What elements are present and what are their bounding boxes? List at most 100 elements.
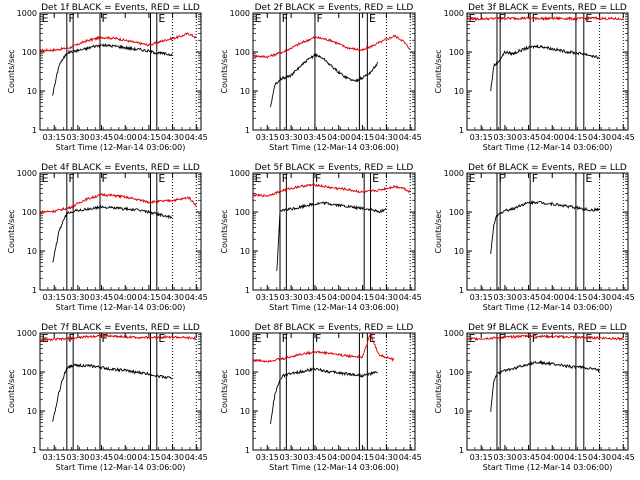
detector-panel-4: Det 4f BLACK = Events, RED = LLD 1 10 100 10… [7,163,208,312]
x-tick-label: 04:45 [612,133,635,142]
plot-frame [39,172,202,291]
segment-letter: E [42,12,49,25]
x-tick-label: 04:00 [114,293,137,302]
x-tick-label: 04:00 [541,133,564,142]
x-tick-label: 03:45 [90,133,113,142]
lld-series-line [39,32,197,53]
segment-letter: F [282,12,288,25]
y-axis-label: Counts/sec [434,369,443,413]
x-tick-label: 04:00 [327,293,350,302]
x-tick-label: 03:30 [493,133,516,142]
x-tick-label: 04:15 [564,293,587,302]
events-series-line [490,359,600,413]
y-tick-label: 10 [27,247,37,256]
panel-title: Det 3f BLACK = Events, RED = LLD [468,3,627,13]
events-series-line [490,200,600,254]
y-tick-label: 1 [245,286,250,295]
x-tick-label: 04:15 [351,453,374,462]
y-tick-label: 10 [27,87,37,96]
detector-panel-2: Det 2f BLACK = Events, RED = LLD 1 10 100 10… [220,3,422,152]
segment-letter: E [42,332,49,345]
x-tick-label: 03:45 [517,133,540,142]
events-series-line [270,53,379,107]
segment-letter: E [158,12,165,25]
y-axis-label: Counts/sec [7,209,16,253]
x-tick-label: 04:30 [375,133,398,142]
x-tick-label: 03:30 [280,453,303,462]
x-tick-label: 03:15 [470,293,493,302]
lld-series-line [39,192,197,215]
y-tick-label: 1 [245,446,250,455]
events-series-line [276,201,387,271]
x-tick-label: 04:30 [161,453,184,462]
x-axis-label: Start Time (12-Mar-14 03:06:00) [56,143,186,152]
y-tick-label: 10 [240,87,250,96]
y-axis-label: Counts/sec [220,49,229,93]
segment-letter: E [255,332,262,345]
y-axis-label: Counts/sec [434,209,443,253]
y-tick-label: 10 [454,87,464,96]
plot-frame [39,12,202,131]
y-tick-label: 100 [235,48,250,57]
x-tick-label: 03:45 [90,453,113,462]
x-tick-label: 03:30 [66,133,89,142]
lld-series-line [39,333,197,343]
y-tick-label: 100 [22,368,37,377]
y-tick-label: 1000 [230,169,250,178]
plot-frame [466,332,629,451]
y-axis-label: Counts/sec [220,209,229,253]
segment-letter: F [315,332,321,345]
x-tick-label: 04:00 [114,133,137,142]
lld-series-line [466,333,623,342]
panel-title: Det 6f BLACK = Events, RED = LLD [468,163,627,173]
events-series-line [270,366,378,425]
x-tick-label: 04:00 [541,453,564,462]
y-tick-label: 1000 [17,169,37,178]
x-tick-label: 04:15 [351,133,374,142]
x-tick-label: 03:45 [517,293,540,302]
x-tick-label: 03:45 [303,133,326,142]
x-tick-label: 04:30 [588,133,611,142]
events-series-line [52,363,172,422]
x-tick-label: 03:15 [256,293,279,302]
segment-letter: E [158,332,165,345]
y-tick-label: 1000 [230,9,250,18]
y-tick-label: 1000 [444,329,464,338]
x-tick-label: 03:15 [43,133,66,142]
y-tick-label: 10 [240,247,250,256]
events-series-line [52,204,173,263]
segment-letter: E [255,172,262,185]
x-tick-label: 04:45 [612,293,635,302]
events-series-line [490,44,600,92]
lld-series-line [252,332,395,363]
x-tick-label: 04:00 [541,293,564,302]
y-tick-label: 1 [32,446,37,455]
segment-letter: F [315,172,321,185]
x-tick-label: 04:30 [161,133,184,142]
y-tick-label: 100 [235,368,250,377]
segment-letter: F [499,12,505,25]
detector-panel-6: Det 6f BLACK = Events, RED = LLD 1 10 100 10… [434,163,635,312]
panel-title: Det 1f BLACK = Events, RED = LLD [41,3,200,13]
x-tick-label: 04:00 [327,133,350,142]
panel-title: Det 4f BLACK = Events, RED = LLD [41,163,200,173]
x-tick-label: 04:15 [351,293,374,302]
x-tick-label: 03:30 [493,453,516,462]
x-tick-label: 04:30 [375,453,398,462]
panel-title: Det 2f BLACK = Events, RED = LLD [255,3,414,13]
y-tick-label: 1000 [17,9,37,18]
x-tick-label: 03:30 [66,293,89,302]
plot-frame [252,172,416,291]
y-tick-label: 100 [235,208,250,217]
segment-letter: F [282,332,288,345]
segment-letter: F [499,172,505,185]
segment-letter: E [369,12,376,25]
x-tick-label: 03:45 [517,453,540,462]
y-tick-label: 1000 [230,329,250,338]
y-tick-label: 1 [32,126,37,135]
y-tick-label: 100 [22,48,37,57]
y-tick-label: 1 [459,286,464,295]
x-axis-label: Start Time (12-Mar-14 03:06:00) [483,463,613,472]
events-series-line [52,42,173,96]
